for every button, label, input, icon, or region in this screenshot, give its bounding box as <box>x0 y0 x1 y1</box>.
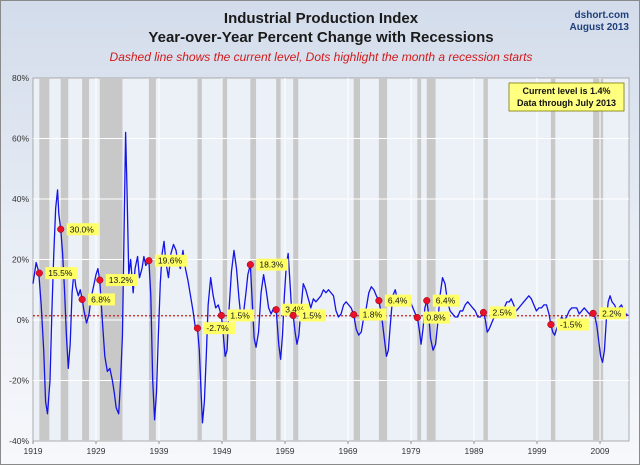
chart-title-line2: Year-over-Year Percent Change with Reces… <box>148 29 493 46</box>
data-label-background <box>66 223 99 236</box>
data-label: 2.5% <box>492 307 512 317</box>
infobox-line1: Current level is 1.4% <box>522 86 610 96</box>
data-label-background <box>432 294 460 307</box>
data-label-background <box>359 308 387 321</box>
y-tick-label: 40% <box>12 194 29 204</box>
chart-subtitle: Dashed line shows the current level, Dot… <box>110 50 533 64</box>
data-label: 13.2% <box>109 275 134 285</box>
data-label-background <box>256 258 289 271</box>
x-tick-label: 1959 <box>276 446 295 456</box>
data-label: 1.5% <box>302 310 322 320</box>
recession-start-dot <box>193 324 201 332</box>
recession-start-dot <box>589 309 597 317</box>
y-tick-label: 60% <box>12 134 29 144</box>
x-tick-label: 1929 <box>87 446 106 456</box>
data-label-background <box>45 267 78 280</box>
data-label-background <box>423 311 451 324</box>
recession-start-dot <box>96 276 104 284</box>
data-label-background <box>88 293 115 306</box>
data-label: 19.6% <box>158 256 183 266</box>
data-label: 15.5% <box>48 268 73 278</box>
recession-start-dots <box>35 225 597 332</box>
recession-start-dot <box>413 314 421 322</box>
source-label: dshort.com <box>575 10 630 21</box>
data-label-background <box>203 322 236 335</box>
data-label: 2.2% <box>602 308 622 318</box>
data-label-background <box>227 309 255 322</box>
recession-start-dot <box>350 311 358 319</box>
data-label: 0.8% <box>426 313 446 323</box>
recession-start-dot <box>547 320 555 329</box>
data-label: 6.8% <box>91 294 111 304</box>
y-tick-label: -20% <box>9 376 29 386</box>
y-tick-label: 20% <box>12 255 29 265</box>
data-label: 1.5% <box>230 310 250 320</box>
data-label: 18.3% <box>259 260 284 270</box>
x-tick-label: 2009 <box>591 446 610 456</box>
source-date: August 2013 <box>570 22 630 33</box>
data-label-background <box>599 307 626 320</box>
x-tick-label: 1919 <box>24 446 43 456</box>
gridlines <box>33 78 629 441</box>
y-tick-label: -40% <box>9 436 29 446</box>
x-tick-label: 1999 <box>528 446 547 456</box>
x-axis-ticks: 1919 1929 1939 1949 1959 1969 1979 1989 1999 2009 <box>24 441 610 456</box>
series-line <box>32 131 629 424</box>
recession-start-dot <box>272 306 280 314</box>
recession-start-dot <box>57 225 65 233</box>
data-label: 30.0% <box>70 224 95 234</box>
infobox-line2: Data through July 2013 <box>517 98 616 108</box>
data-label-background <box>299 309 326 322</box>
y-tick-label: 0% <box>17 315 30 325</box>
x-tick-label: 1939 <box>150 446 169 456</box>
recession-start-dot <box>145 257 153 265</box>
data-label: -2.7% <box>206 323 229 333</box>
chart-title: Industrial Production Index <box>224 10 419 27</box>
data-label: 6.4% <box>388 296 408 306</box>
recession-start-dot <box>246 261 254 269</box>
recession-start-dot <box>423 297 431 305</box>
data-label-background <box>105 274 138 287</box>
data-label: 6.4% <box>436 296 456 306</box>
current-level-infobox: Current level is 1.4% Data through July … <box>508 82 625 112</box>
x-tick-label: 1969 <box>339 446 358 456</box>
data-label: -1.5% <box>560 320 583 330</box>
x-tick-label: 1989 <box>465 446 484 456</box>
data-label-background <box>384 294 412 307</box>
recession-start-dot <box>375 297 383 305</box>
recession-start-dot <box>217 311 225 320</box>
y-axis-ticks: -40% -20% 0% 20% 40% 60% 80% <box>9 73 29 446</box>
recession-start-dot <box>78 295 86 303</box>
recession-start-dot <box>35 269 43 277</box>
data-label-background <box>556 318 589 331</box>
recession-start-labels: 15.5%30.0%6.8%13.2%19.6%-2.7%1.5%18.3%3.… <box>45 223 626 335</box>
x-tick-label: 1949 <box>213 446 232 456</box>
y-tick-label: 80% <box>12 73 29 83</box>
data-label: 3.4% <box>285 305 305 315</box>
data-label-background <box>489 306 517 319</box>
x-tick-label: 1979 <box>402 446 421 456</box>
data-label-background <box>154 254 187 267</box>
data-label: 1.8% <box>363 310 383 320</box>
recession-start-dot <box>479 308 488 316</box>
recession-start-dot <box>289 311 297 320</box>
infobox-background <box>508 82 625 112</box>
